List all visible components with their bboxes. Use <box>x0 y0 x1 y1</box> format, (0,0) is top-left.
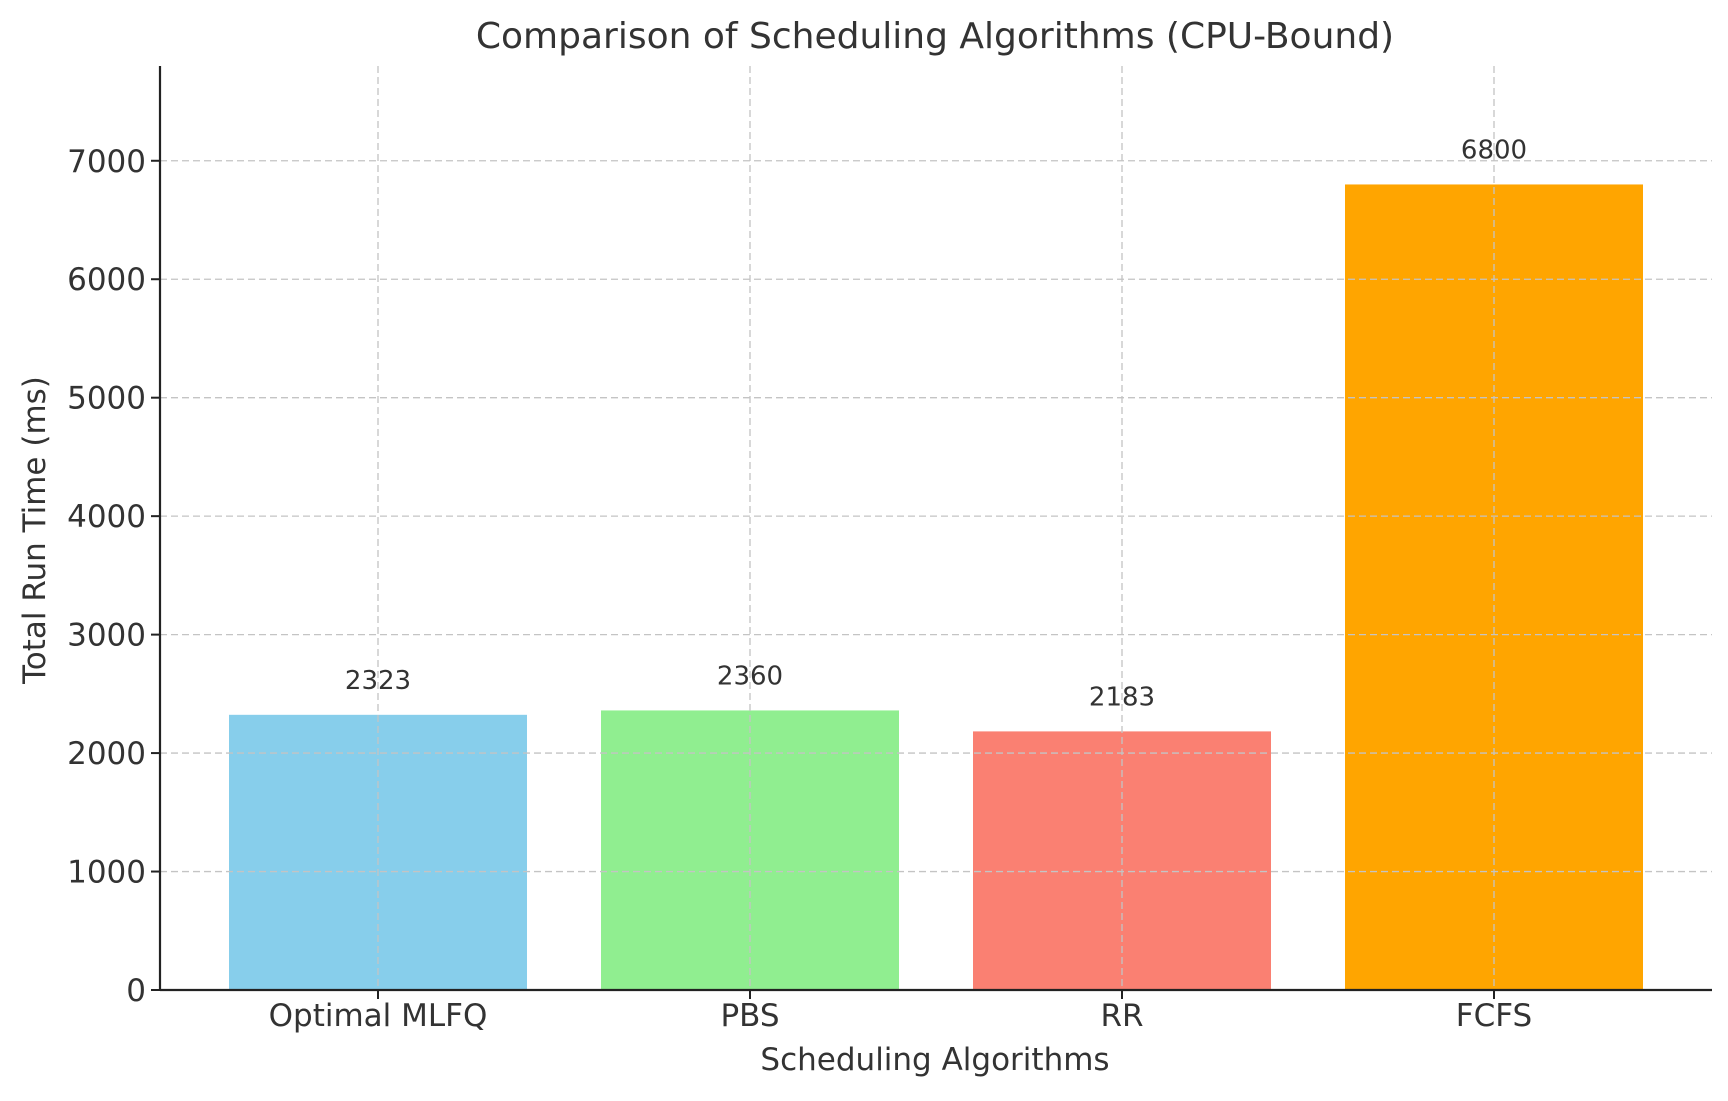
y-tick-label: 0 <box>126 973 146 1009</box>
x-tick-label: RR <box>1100 998 1143 1034</box>
data-label: 2183 <box>1089 682 1155 712</box>
y-tick-label: 3000 <box>67 618 146 654</box>
data-label: 2360 <box>717 661 783 691</box>
y-tick-label: 1000 <box>67 855 146 891</box>
bars <box>229 184 1643 990</box>
y-tick-label: 6000 <box>67 262 146 298</box>
x-tick-label: PBS <box>720 998 779 1034</box>
x-tick-label: Optimal MLFQ <box>269 998 488 1034</box>
x-axis-label: Scheduling Algorithms <box>760 1042 1109 1078</box>
x-tick-label: FCFS <box>1456 998 1532 1034</box>
y-tick-label: 2000 <box>67 736 146 772</box>
data-label: 6800 <box>1461 135 1527 165</box>
y-tick-label: 7000 <box>67 144 146 180</box>
y-tick-label: 4000 <box>67 499 146 535</box>
data-label: 2323 <box>345 666 411 696</box>
ticks: 0 1000 2000 3000 4000 5000 6000 7000 Optimal MLF… <box>67 144 1532 1034</box>
y-axis-label: Total Run Time (ms) <box>17 376 53 685</box>
chart-title: Comparison of Scheduling Algorithms (CPU… <box>476 16 1394 57</box>
axes <box>158 66 1712 992</box>
grid <box>160 66 1712 990</box>
y-tick-label: 5000 <box>67 381 146 417</box>
value-labels: 2323 2360 2183 6800 <box>345 135 1527 712</box>
